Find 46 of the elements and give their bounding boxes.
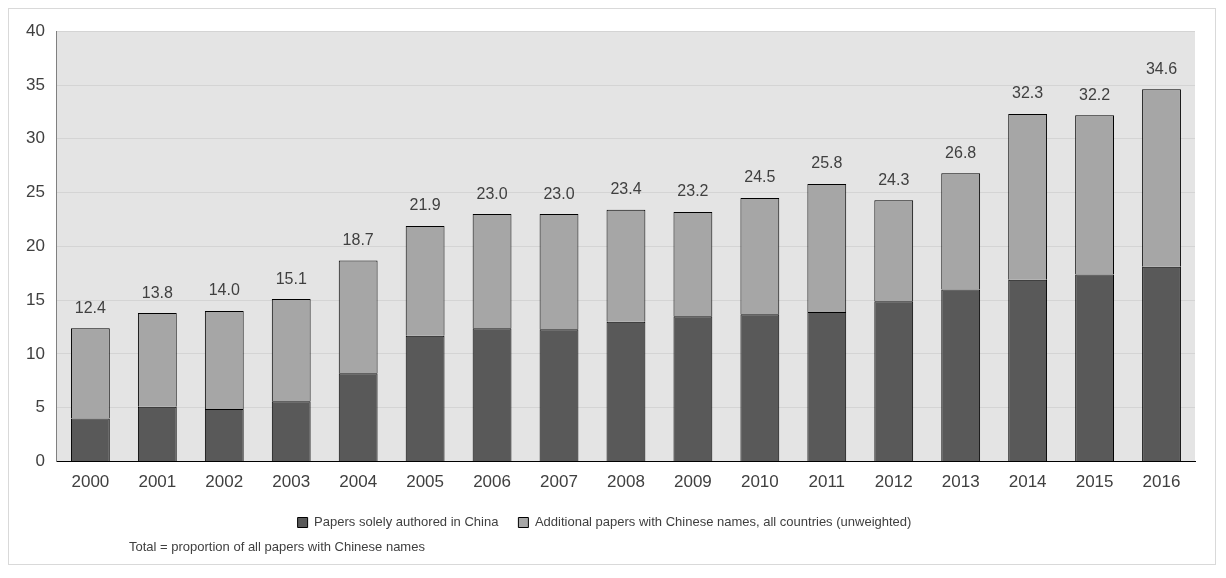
total-label: 24.5: [744, 168, 776, 186]
x-tick-label: 2002: [205, 472, 244, 492]
total-label: 14.0: [208, 281, 240, 299]
y-tick-label: 30: [25, 128, 45, 148]
total-label: 15.1: [275, 269, 307, 287]
x-tick-label: 2015: [1075, 472, 1114, 492]
y-tick-label: 20: [25, 236, 45, 256]
x-tick-label: 2012: [874, 472, 913, 492]
y-tick-label: 0: [35, 451, 45, 471]
total-label: 21.9: [409, 196, 441, 214]
x-tick-label: 2007: [540, 472, 578, 492]
total-label: 23.4: [610, 180, 642, 198]
x-tick-label: 2010: [740, 472, 779, 492]
y-tick-label: 15: [25, 289, 45, 309]
x-tick-label: 2013: [941, 472, 980, 492]
total-label: 23.2: [677, 182, 709, 200]
y-tick-label: 40: [25, 20, 45, 40]
y-tick-label: 35: [25, 74, 45, 94]
x-tick-label: 2001: [138, 472, 177, 492]
total-label: 26.8: [945, 143, 977, 161]
x-tick-label: 2006: [473, 472, 511, 492]
x-tick-label: 2008: [607, 472, 645, 492]
legend-label: Papers solely authored in China: [314, 514, 500, 530]
x-tick-label: 2014: [1008, 472, 1047, 492]
y-tick-label: 10: [25, 343, 45, 363]
total-label: 18.7: [342, 230, 374, 248]
total-label: 23.0: [476, 184, 508, 202]
text: Total = proportion of all papers with Chinese names: [128, 539, 426, 556]
total-label: 32.2: [1079, 85, 1111, 103]
total-label: 34.6: [1145, 59, 1178, 77]
y-tick-label: 25: [25, 182, 45, 202]
total-label: 23.0: [543, 184, 575, 202]
x-tick-label: 2004: [339, 472, 378, 492]
x-tick-label: 2009: [673, 472, 712, 492]
y-tick-label: 5: [35, 397, 45, 417]
total-label: 32.3: [1012, 84, 1044, 102]
x-tick-label: 2011: [808, 472, 846, 492]
x-tick-label: 2005: [406, 472, 445, 492]
x-tick-label: 2016: [1142, 472, 1181, 492]
total-label: 25.8: [811, 154, 843, 172]
x-tick-label: 2000: [71, 472, 110, 492]
total-label: 24.3: [878, 170, 910, 188]
total-label: 13.8: [141, 283, 173, 301]
legend-label: Additional papers with Chinese names, all countries (unweighted): [534, 514, 912, 530]
total-label: 12.4: [74, 298, 107, 316]
x-tick-label: 2003: [272, 472, 311, 492]
